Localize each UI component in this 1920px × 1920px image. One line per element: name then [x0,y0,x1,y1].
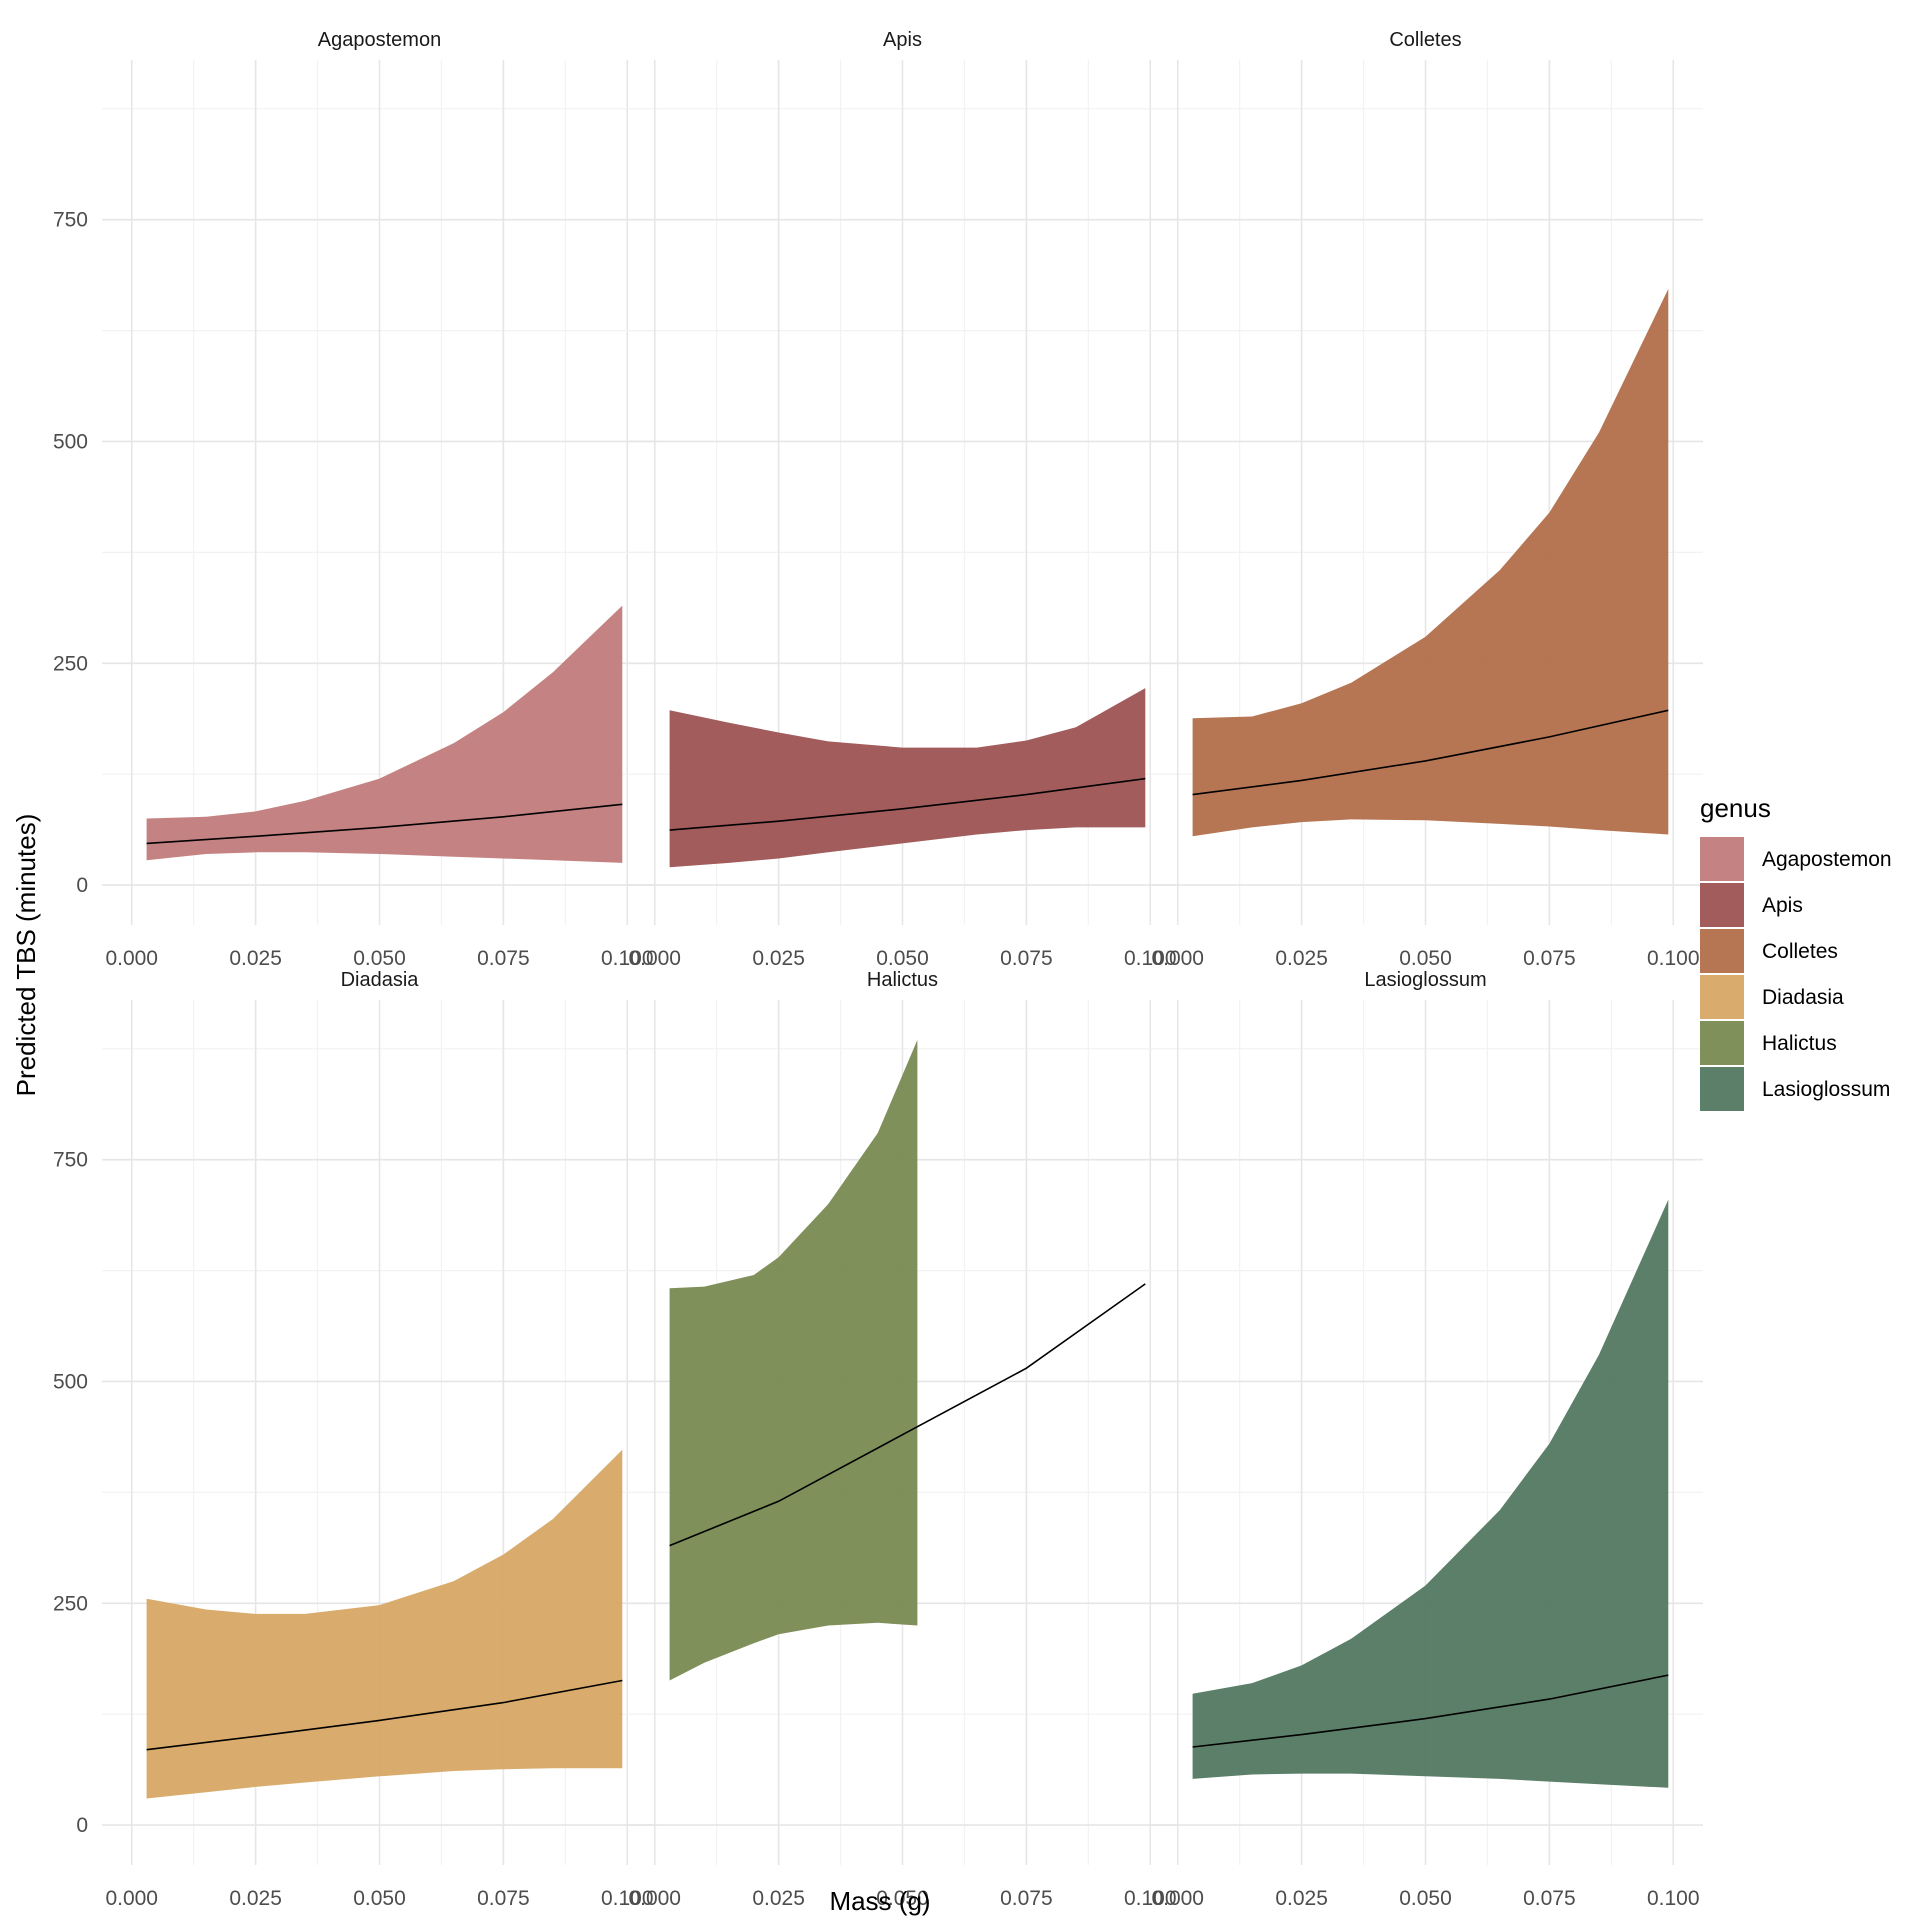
y-tick-label: 0 [76,874,88,897]
facet-title: Agapostemon [318,29,441,51]
x-tick-label: 0.075 [477,947,530,970]
legend-label: Colletes [1762,940,1838,963]
x-tick-label: 0.000 [1151,947,1204,970]
x-tick-label: 0.075 [1000,1887,1053,1910]
y-tick-label: 750 [53,1149,88,1172]
fit-line-apis [669,777,1146,831]
y-axis-title: Predicted TBS (minutes) [11,814,41,1097]
x-tick-label: 0.025 [1275,947,1328,970]
x-tick-label: 0.000 [628,1887,681,1910]
x-tick-label: 0.025 [229,947,282,970]
y-tick-label: 0 [76,1814,88,1837]
x-tick-label: 0.075 [1000,947,1053,970]
y-tick-label: 250 [53,652,88,675]
legend-label: Agapostemon [1762,848,1892,871]
ribbon-diadasia [146,1449,623,1799]
ribbon-halictus [669,1039,918,1681]
facet-title: Halictus [867,969,938,991]
x-tick-label: 0.000 [105,1887,158,1910]
x-tick-label: 0.050 [353,1887,406,1910]
legend-label: Halictus [1762,1032,1837,1055]
facet-title: Lasioglossum [1364,969,1486,991]
fit-line-agapostemon [146,803,623,845]
x-tick-label: 0.025 [752,947,805,970]
x-tick-label: 0.100 [1124,1887,1177,1910]
x-tick-label: 0.025 [1275,1887,1328,1910]
legend-label: Apis [1762,894,1803,917]
x-tick-label: 0.100 [601,1887,654,1910]
legend-swatch-colletes [1700,929,1744,973]
ribbon-agapostemon [146,605,623,863]
x-tick-label: 0.050 [876,1887,929,1910]
x-tick-label: 0.050 [353,947,406,970]
fit-line-colletes [1192,709,1669,796]
legend: genus Agapostemon Apis Colletes Diadasia Hal… [1700,793,1892,1111]
x-tick-label: 0.000 [1151,1887,1204,1910]
x-tick-label: 0.000 [105,947,158,970]
ribbon-colletes [1192,288,1669,837]
ribbon-apis [669,688,1146,868]
x-axis-title: Mass (g) [829,1886,930,1916]
x-tick-label: 0.025 [752,1887,805,1910]
legend-swatch-diadasia [1700,975,1744,1019]
x-tick-label: 0.075 [477,1887,530,1910]
fit-line-halictus [669,1283,1146,1547]
x-tick-label: 0.100 [1647,1887,1700,1910]
x-tick-label: 0.100 [1647,947,1700,970]
legend-title: genus [1700,793,1771,823]
x-tick-label: 0.000 [628,947,681,970]
data-layer [146,288,1669,1799]
x-tick-label: 0.050 [1399,1887,1452,1910]
fit-line-diadasia [146,1679,623,1751]
x-tick-label: 0.100 [1124,947,1177,970]
legend-swatch-lasioglossum [1700,1067,1744,1111]
x-tick-label: 0.025 [229,1887,282,1910]
y-tick-label: 750 [53,209,88,232]
legend-label: Diadasia [1762,986,1844,1009]
legend-swatch-halictus [1700,1021,1744,1065]
y-tick-label: 500 [53,1370,88,1393]
legend-swatch-apis [1700,883,1744,927]
facet-title: Apis [883,29,922,51]
x-tick-label: 0.050 [876,947,929,970]
y-tick-label: 500 [53,430,88,453]
legend-label: Lasioglossum [1762,1078,1890,1101]
x-tick-label: 0.050 [1399,947,1452,970]
axis-layer: Agapostemon 0 250 500 750 0.000 0.025 0.050 0.07… [53,29,1700,1910]
x-tick-label: 0.100 [601,947,654,970]
fit-line-lasioglossum [1192,1674,1669,1748]
legend-swatch-agapostemon [1700,837,1744,881]
y-tick-label: 250 [53,1592,88,1615]
facet-title: Colletes [1389,29,1461,51]
x-tick-label: 0.075 [1523,947,1576,970]
x-tick-label: 0.075 [1523,1887,1576,1910]
facet-title: Diadasia [341,969,420,991]
ribbon-lasioglossum [1192,1199,1669,1788]
